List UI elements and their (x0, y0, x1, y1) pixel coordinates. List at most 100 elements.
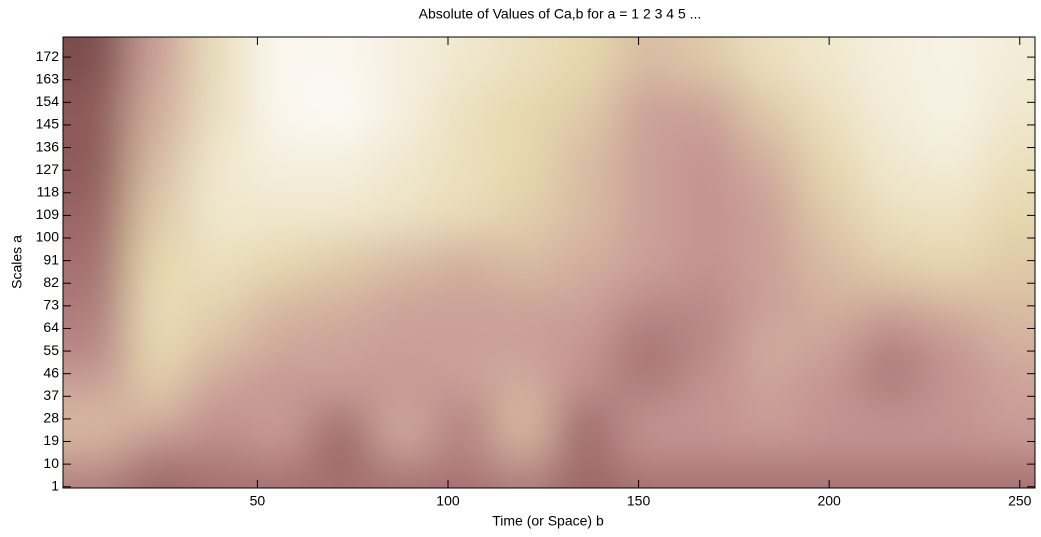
heatmap-cell (249, 332, 312, 371)
y-tick-label: 37 (43, 387, 59, 403)
heatmap-cell (493, 435, 556, 465)
heatmap-cell (859, 84, 922, 139)
y-tick-label: 118 (37, 183, 60, 199)
heatmap-cell (188, 37, 251, 86)
heatmap-cell (371, 435, 434, 465)
heatmap-cell (310, 288, 373, 333)
heatmap-cell (920, 238, 983, 289)
heatmap-cell (188, 332, 251, 371)
heatmap-cell (798, 137, 861, 189)
heatmap-cell (432, 37, 495, 86)
x-tick-label: 50 (250, 493, 266, 509)
heatmap-cell (371, 332, 434, 371)
heatmap-cell (371, 288, 434, 333)
y-tick-label: 10 (43, 455, 59, 471)
heatmap-cell (920, 435, 983, 465)
heatmap-cell (63, 403, 129, 436)
heatmap-cell (676, 84, 739, 139)
heatmap-cell (188, 238, 251, 289)
heatmap-cell (981, 332, 1035, 371)
heatmap-cell (615, 332, 678, 371)
heatmap-cell (676, 37, 739, 86)
heatmap-cell (554, 187, 617, 239)
heatmap-cell (920, 288, 983, 333)
heatmap-cell (554, 464, 617, 488)
heatmap-cell (493, 288, 556, 333)
heatmap-cell (432, 137, 495, 189)
heatmap-cell (310, 332, 373, 371)
heatmap-cell (63, 37, 129, 86)
heatmap-cell (127, 464, 190, 488)
heatmap-cell (737, 435, 800, 465)
heatmap-cell (554, 137, 617, 189)
heatmap-cell (493, 332, 556, 371)
heatmap-cell (920, 332, 983, 371)
heatmap-cell (920, 37, 983, 86)
heatmap-cell (493, 238, 556, 289)
heatmap-cell (676, 464, 739, 488)
heatmap-cell (798, 464, 861, 488)
y-tick-label: 136 (36, 138, 60, 154)
heatmap-cell (249, 84, 312, 139)
heatmap-cell (310, 464, 373, 488)
heatmap-cell (737, 288, 800, 333)
heatmap-cell (615, 435, 678, 465)
heatmap-cell (859, 288, 922, 333)
heatmap-cell (310, 37, 373, 86)
heatmap-cell (615, 288, 678, 333)
heatmap-cell (63, 464, 129, 488)
heatmap-cell (249, 238, 312, 289)
heatmap-cell (981, 137, 1035, 189)
heatmap-cell (63, 435, 129, 465)
heatmap-cell (920, 403, 983, 436)
heatmap-cell (188, 84, 251, 139)
heatmap-cell (371, 84, 434, 139)
heatmap-cell (737, 187, 800, 239)
heatmap-cell (859, 238, 922, 289)
heatmap-cell (859, 435, 922, 465)
heatmap-cell (798, 187, 861, 239)
heatmap-cell (859, 137, 922, 189)
heatmap-cell (432, 288, 495, 333)
heatmap-cell (127, 403, 190, 436)
heatmap-cell (554, 435, 617, 465)
heatmap-cell (554, 403, 617, 436)
heatmap-cell (859, 369, 922, 405)
heatmap-cell (310, 84, 373, 139)
heatmap-cell (188, 369, 251, 405)
heatmap-cell (554, 332, 617, 371)
heatmap-cell (127, 84, 190, 139)
heatmap-cell (371, 403, 434, 436)
heatmap-cell (859, 37, 922, 86)
heatmap-cell (798, 332, 861, 371)
y-tick-label: 145 (36, 116, 60, 132)
y-tick-label: 1 (51, 477, 59, 493)
heatmap-cell (432, 403, 495, 436)
x-tick-label: 200 (817, 493, 841, 509)
heatmap-cell (63, 84, 129, 139)
heatmap-cell (493, 84, 556, 139)
heatmap-cell (920, 187, 983, 239)
heatmap-cell (981, 464, 1035, 488)
y-tick-label: 64 (43, 319, 59, 335)
heatmap-cell (676, 238, 739, 289)
heatmap-cell (127, 187, 190, 239)
heatmap-cell (188, 403, 251, 436)
heatmap-cell (737, 464, 800, 488)
y-tick-label: 109 (36, 206, 60, 222)
heatmap-cell (493, 137, 556, 189)
heatmap-cell (188, 187, 251, 239)
heatmap-cell (63, 187, 129, 239)
heatmap-cell (432, 84, 495, 139)
heatmap-cell (249, 369, 312, 405)
heatmap-cell (676, 435, 739, 465)
heatmap-cell (127, 37, 190, 86)
y-tick-label: 82 (43, 274, 59, 290)
heatmap-cell (371, 369, 434, 405)
heatmap-cell (798, 238, 861, 289)
heatmap-cell (63, 238, 129, 289)
heatmap-cell (676, 187, 739, 239)
heatmap-cell (615, 403, 678, 436)
heatmap-cell (493, 403, 556, 436)
